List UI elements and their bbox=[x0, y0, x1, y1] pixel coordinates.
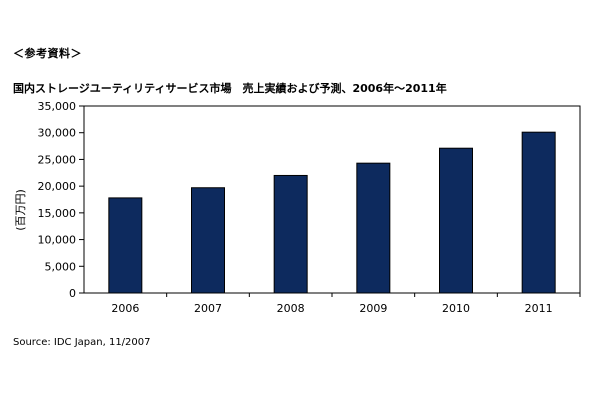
y-tick-label: 30,000 bbox=[38, 127, 77, 140]
x-tick-label: 2010 bbox=[442, 302, 470, 315]
bar-2008 bbox=[273, 174, 308, 294]
bar-2009 bbox=[356, 162, 391, 294]
x-tick-label: 2009 bbox=[359, 302, 387, 315]
reference-label: ＜参考資料＞ bbox=[13, 47, 82, 60]
x-tick-label: 2008 bbox=[277, 302, 305, 315]
y-tick-label: 25,000 bbox=[38, 153, 77, 166]
y-tick-label: 0 bbox=[69, 287, 76, 300]
y-tick-label: 35,000 bbox=[38, 100, 77, 113]
y-tick-label: 5,000 bbox=[45, 260, 77, 273]
y-axis-label: (百万円) bbox=[14, 189, 27, 231]
bar-2006 bbox=[108, 197, 143, 294]
y-tick-label: 15,000 bbox=[38, 207, 77, 220]
bar-2007 bbox=[191, 187, 225, 294]
plot-area: 0 5,000 10,000 15,000 20,000 25,000 30,000 35,0… bbox=[38, 100, 581, 315]
x-tick-label: 2006 bbox=[111, 302, 139, 315]
source-note: Source: IDC Japan, 11/2007 bbox=[13, 337, 151, 348]
chart-title: 国内ストレージユーティリティサービス市場 売上実績および予測、2006年～201… bbox=[13, 82, 447, 95]
y-tick-label: 10,000 bbox=[38, 234, 77, 247]
plot-frame bbox=[83, 105, 581, 294]
y-tick-label: 20,000 bbox=[38, 180, 77, 193]
x-tick-label: 2007 bbox=[194, 302, 222, 315]
x-tick-label: 2011 bbox=[525, 302, 553, 315]
bar-2011 bbox=[521, 131, 556, 294]
bar-2010 bbox=[439, 147, 473, 294]
